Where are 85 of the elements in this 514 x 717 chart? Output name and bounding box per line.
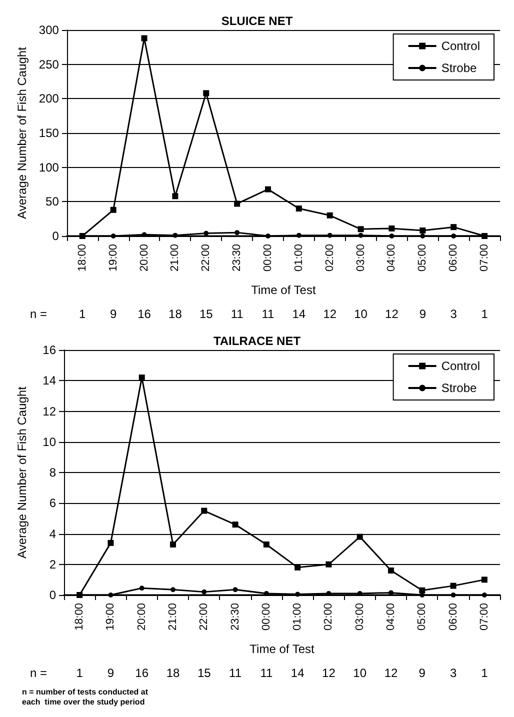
text: 18 xyxy=(166,666,180,680)
legend-label: Strobe xyxy=(441,61,477,75)
text: 11 xyxy=(229,666,242,680)
x-tick-label: 21:00 xyxy=(169,244,182,272)
y-tick-label: 200 xyxy=(38,92,60,106)
text: 18 xyxy=(168,307,182,321)
y-tick-label: 0 xyxy=(52,229,60,243)
text: 9 xyxy=(419,307,426,321)
legend-label: Control xyxy=(441,39,480,53)
text: 11 xyxy=(262,307,275,321)
text: 12 xyxy=(322,666,336,680)
x-tick-label: 02:00 xyxy=(322,603,335,631)
x-tick-label: 01:00 xyxy=(292,603,304,631)
text: 1 xyxy=(481,307,488,321)
x-tick-label: 03:00 xyxy=(354,244,367,272)
x-tick-label: 19:00 xyxy=(104,603,117,631)
x-axis-title: Time of Test xyxy=(251,283,316,297)
text: 9 xyxy=(107,666,114,680)
text: 12 xyxy=(384,666,398,680)
x-tick-label: 03:00 xyxy=(354,603,366,631)
y-tick-label: 300 xyxy=(38,23,60,37)
y-tick-label: 8 xyxy=(49,466,56,480)
y-tick-label: 0 xyxy=(49,588,56,602)
x-tick-label: 01:00 xyxy=(292,244,305,272)
text: 16 xyxy=(138,307,152,321)
y-tick-label: 150 xyxy=(38,126,60,140)
x-tick-label: 07:00 xyxy=(478,603,490,631)
x-tick-label: 20:00 xyxy=(138,244,150,272)
text: 14 xyxy=(290,666,305,680)
y-tick-label: 16 xyxy=(42,343,56,357)
x-tick-label: 18:00 xyxy=(76,244,88,272)
x-axis-title: Time of Test xyxy=(250,642,316,656)
text: 15 xyxy=(199,307,214,321)
text: 9 xyxy=(110,307,117,321)
text: 12 xyxy=(385,307,399,321)
chart-title: TAILRACE NET xyxy=(213,334,302,348)
text: 16 xyxy=(135,666,149,680)
y-tick-label: 6 xyxy=(49,496,56,510)
x-tick-label: 00:00 xyxy=(260,603,272,631)
y-axis-title: Average Number of Fish Caught xyxy=(15,46,29,219)
x-tick-label: 18:00 xyxy=(74,603,86,631)
y-tick-label: 12 xyxy=(42,404,56,418)
text: 1 xyxy=(79,307,86,321)
x-tick-label: 22:00 xyxy=(198,603,210,631)
text: 11 xyxy=(260,666,273,680)
text: 1 xyxy=(76,666,84,680)
text: 10 xyxy=(353,666,367,680)
text: 11 xyxy=(230,307,244,321)
y-tick-label: 50 xyxy=(46,194,60,209)
x-tick-label: 02:00 xyxy=(324,244,336,272)
text: 9 xyxy=(418,666,426,680)
x-tick-label: 07:00 xyxy=(478,244,491,272)
x-tick-label: 04:00 xyxy=(386,244,398,272)
y-tick-label: 250 xyxy=(38,57,60,72)
x-tick-label: 23:30 xyxy=(231,244,244,272)
x-tick-label: 05:00 xyxy=(416,244,429,272)
x-tick-label: 06:00 xyxy=(447,603,460,631)
text: 1 xyxy=(481,666,488,680)
x-tick-label: 23:30 xyxy=(229,603,242,631)
x-tick-label: 22:00 xyxy=(200,244,212,272)
text: 15 xyxy=(197,666,212,680)
text: 3 xyxy=(450,666,457,680)
text: n = xyxy=(30,307,48,321)
y-tick-label: 100 xyxy=(38,160,60,174)
y-tick-label: 4 xyxy=(49,526,56,541)
x-tick-label: 06:00 xyxy=(448,244,460,272)
x-tick-label: 21:00 xyxy=(167,603,179,631)
text: n = number of tests conducted at each time over the study period xyxy=(22,688,148,706)
x-tick-label: 04:00 xyxy=(385,603,397,631)
text: n = xyxy=(30,666,48,680)
y-tick-label: 2 xyxy=(49,557,56,572)
text: 3 xyxy=(450,307,458,321)
y-tick-label: 14 xyxy=(42,374,56,388)
chart-title: SLUICE NET xyxy=(221,14,294,28)
text: 12 xyxy=(323,307,337,321)
y-tick-label: 10 xyxy=(42,434,56,449)
x-tick-label: 00:00 xyxy=(262,244,274,272)
x-tick-label: 05:00 xyxy=(416,603,428,631)
legend-label: Strobe xyxy=(441,381,477,395)
x-tick-label: 20:00 xyxy=(136,603,148,631)
x-tick-label: 19:00 xyxy=(107,244,120,272)
legend-label: Control xyxy=(441,359,480,373)
text: 10 xyxy=(354,307,368,321)
text: 14 xyxy=(292,307,306,321)
y-axis-title: Average Number of Fish Caught xyxy=(15,386,29,558)
